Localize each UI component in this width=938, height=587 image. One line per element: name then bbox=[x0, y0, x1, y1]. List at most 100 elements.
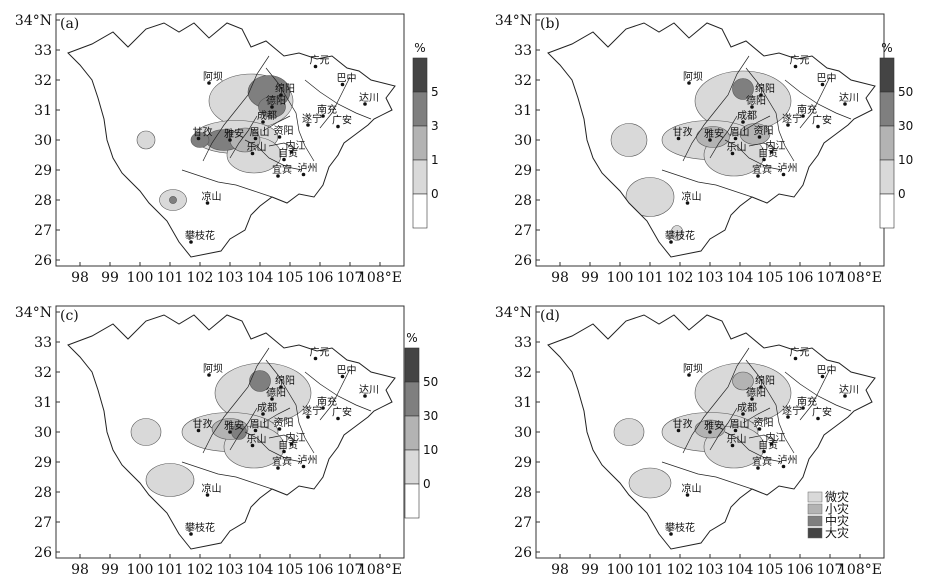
city-dot bbox=[228, 138, 232, 142]
city-dot bbox=[669, 532, 673, 536]
city-label: 甘孜 bbox=[673, 418, 693, 431]
x-tick-label: 99 bbox=[581, 562, 599, 578]
city-dot bbox=[781, 464, 786, 469]
city-dot bbox=[301, 172, 306, 177]
city-label: 绵阳 bbox=[755, 374, 775, 387]
city-dot bbox=[321, 114, 325, 118]
y-tick-label: 29 bbox=[514, 163, 532, 179]
shaded-region bbox=[136, 130, 156, 150]
colorbar-segment bbox=[412, 193, 428, 229]
city-label: 达川 bbox=[839, 92, 859, 104]
shaded-region bbox=[694, 419, 726, 439]
city-dot bbox=[189, 240, 193, 244]
shaded-region bbox=[628, 467, 672, 499]
y-tick-label: 27 bbox=[34, 223, 52, 239]
prefecture-boundary bbox=[304, 371, 372, 412]
city-dot bbox=[750, 397, 754, 401]
shaded-region bbox=[613, 418, 645, 446]
y-tick-label: 27 bbox=[514, 223, 532, 239]
city-dot bbox=[261, 412, 265, 416]
city-label: 乐山 bbox=[247, 434, 267, 446]
colorbar: % 5 3 1 0 bbox=[412, 41, 439, 229]
city-label: 资阳 bbox=[754, 417, 774, 429]
city-label: 泸州 bbox=[778, 163, 798, 175]
city-dot bbox=[762, 157, 766, 162]
city-dot bbox=[762, 449, 766, 454]
city-label: 内江 bbox=[286, 431, 306, 444]
x-tick-label: 108°E bbox=[358, 562, 402, 578]
city-dot bbox=[279, 93, 283, 97]
city-label: 乐山 bbox=[727, 434, 747, 446]
y-tick-label: 32 bbox=[514, 365, 532, 381]
city-dot bbox=[276, 174, 280, 178]
city-dot bbox=[250, 443, 255, 448]
city-label: 凉山 bbox=[202, 482, 222, 495]
city-dot bbox=[207, 373, 211, 377]
x-tick-label: 101 bbox=[637, 270, 664, 286]
prefecture-boundary bbox=[745, 359, 795, 454]
city-dot bbox=[250, 151, 255, 156]
y-tick-label: 30 bbox=[514, 425, 532, 441]
city-label: 攀枝花 bbox=[665, 229, 695, 242]
prefecture-boundary bbox=[244, 431, 303, 463]
y-tick-label: 32 bbox=[514, 73, 532, 89]
shaded-region bbox=[732, 371, 754, 391]
shaded-region bbox=[190, 132, 210, 148]
city-label: 自贡 bbox=[758, 147, 778, 160]
city-label: 阿坝 bbox=[203, 71, 223, 83]
city-label: 南充 bbox=[797, 395, 817, 408]
city-label: 成都 bbox=[257, 402, 277, 414]
city-dot bbox=[708, 138, 712, 142]
legend-label: 大灾 bbox=[825, 525, 849, 540]
colorbar-segment bbox=[412, 91, 428, 127]
city-label: 泸州 bbox=[778, 455, 798, 467]
x-tick-label: 106 bbox=[307, 562, 334, 578]
city-label: 成都 bbox=[737, 110, 757, 122]
prefecture-boundary bbox=[799, 368, 831, 421]
y-tick-label: 31 bbox=[34, 103, 52, 119]
x-tick-label: 107 bbox=[817, 562, 844, 578]
city-label: 凉山 bbox=[682, 482, 702, 495]
city-label: 德阳 bbox=[746, 94, 766, 107]
x-tick-label: 99 bbox=[101, 270, 119, 286]
colorbar-segment bbox=[412, 159, 428, 195]
prefecture-boundary bbox=[181, 461, 273, 490]
prefecture-boundary bbox=[319, 368, 351, 421]
city-label: 遂宁 bbox=[782, 404, 802, 417]
city-label: 遂宁 bbox=[302, 112, 322, 125]
city-dot bbox=[279, 385, 283, 389]
colorbar-level: 0 bbox=[898, 187, 906, 201]
city-label: 自贡 bbox=[278, 439, 298, 452]
legend-swatch bbox=[807, 527, 823, 539]
colorbar-segment bbox=[404, 415, 420, 451]
city-label: 绵阳 bbox=[275, 374, 295, 387]
shaded-areas bbox=[613, 362, 792, 499]
x-tick-label: 98 bbox=[71, 270, 89, 286]
city-dot bbox=[270, 105, 274, 109]
city-dot bbox=[336, 124, 340, 129]
city-label: 南充 bbox=[317, 103, 337, 116]
y-tick-label: 33 bbox=[34, 335, 52, 351]
colorbar-segment bbox=[404, 483, 420, 519]
x-tick-label: 102 bbox=[187, 562, 214, 578]
colorbar-segment bbox=[879, 91, 895, 127]
city-label: 泸州 bbox=[298, 163, 318, 175]
x-tick-label: 100 bbox=[607, 270, 634, 286]
colorbar-segment bbox=[404, 347, 420, 383]
y-tick-label: 33 bbox=[514, 335, 532, 351]
colorbar-unit: % bbox=[414, 41, 425, 55]
x-tick-label: 102 bbox=[667, 270, 694, 286]
city-label: 德阳 bbox=[266, 386, 286, 399]
city-label: 内江 bbox=[286, 139, 306, 152]
panel-label: (c) bbox=[60, 308, 79, 324]
city-dot bbox=[289, 442, 294, 446]
city-dot bbox=[676, 136, 681, 141]
colorbar-level: 5 bbox=[431, 85, 439, 99]
city-dot bbox=[306, 123, 310, 127]
y-tick-label: 28 bbox=[34, 485, 52, 501]
city-label: 巴中 bbox=[337, 364, 357, 377]
city-label: 广安 bbox=[812, 114, 832, 127]
y-tick-label: 29 bbox=[34, 163, 52, 179]
city-dot bbox=[228, 430, 232, 434]
city-dot bbox=[301, 464, 306, 469]
